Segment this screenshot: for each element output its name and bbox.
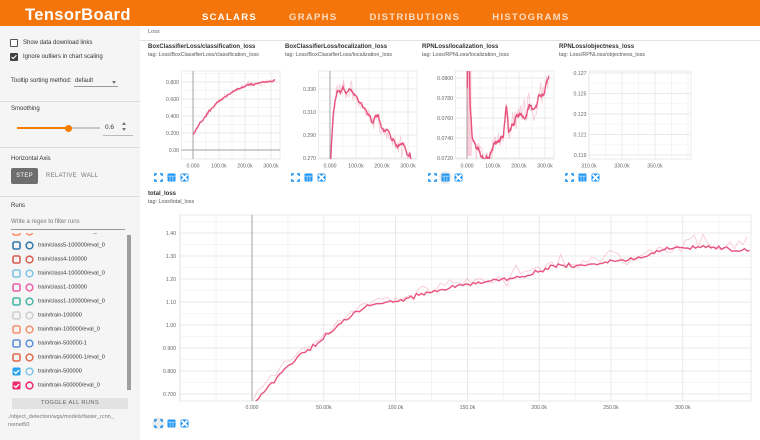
svg-text:0.121: 0.121 bbox=[574, 132, 587, 138]
svg-text:300.0k: 300.0k bbox=[675, 405, 691, 411]
svg-text:0.000: 0.000 bbox=[324, 164, 337, 170]
svg-text:0.000: 0.000 bbox=[187, 164, 200, 170]
svg-text:200.0k: 200.0k bbox=[374, 164, 390, 170]
svg-text:0.800: 0.800 bbox=[163, 369, 176, 375]
svg-text:300.0k: 300.0k bbox=[537, 164, 553, 170]
svg-text:0.0740: 0.0740 bbox=[437, 136, 453, 142]
svg-text:0.127: 0.127 bbox=[574, 71, 587, 77]
svg-text:300.0k: 300.0k bbox=[263, 164, 279, 170]
svg-text:150.0k: 150.0k bbox=[460, 405, 476, 411]
svg-text:0.800: 0.800 bbox=[166, 80, 179, 86]
svg-text:0.310: 0.310 bbox=[303, 110, 316, 116]
svg-text:1.30: 1.30 bbox=[166, 254, 176, 260]
svg-text:200.0k: 200.0k bbox=[531, 405, 547, 411]
svg-text:0.270: 0.270 bbox=[303, 156, 316, 162]
svg-text:200.0k: 200.0k bbox=[237, 164, 253, 170]
svg-text:50.00k: 50.00k bbox=[316, 405, 332, 411]
svg-text:0.700: 0.700 bbox=[163, 392, 176, 398]
svg-text:0.123: 0.123 bbox=[574, 112, 587, 118]
svg-text:0.900: 0.900 bbox=[163, 346, 176, 352]
svg-text:0.125: 0.125 bbox=[574, 91, 587, 97]
svg-text:310.0k: 310.0k bbox=[581, 164, 597, 170]
svg-text:0.00: 0.00 bbox=[169, 148, 179, 154]
svg-text:100.0k: 100.0k bbox=[485, 164, 501, 170]
svg-text:0.119: 0.119 bbox=[574, 153, 587, 159]
svg-text:1.20: 1.20 bbox=[166, 277, 176, 283]
svg-text:0.000: 0.000 bbox=[246, 405, 259, 411]
svg-text:1.40: 1.40 bbox=[166, 231, 176, 237]
svg-text:0.0780: 0.0780 bbox=[437, 96, 453, 102]
svg-text:330.0k: 330.0k bbox=[614, 164, 630, 170]
svg-text:200.0k: 200.0k bbox=[511, 164, 527, 170]
svg-text:0.400: 0.400 bbox=[166, 114, 179, 120]
svg-text:0.0800: 0.0800 bbox=[437, 76, 453, 82]
svg-text:0.330: 0.330 bbox=[303, 87, 316, 93]
svg-text:0.000: 0.000 bbox=[461, 164, 474, 170]
svg-text:1.00: 1.00 bbox=[166, 323, 176, 329]
svg-text:100.0k: 100.0k bbox=[388, 405, 404, 411]
svg-text:1.10: 1.10 bbox=[166, 300, 176, 306]
svg-text:100.0k: 100.0k bbox=[211, 164, 227, 170]
svg-text:300.0k: 300.0k bbox=[400, 164, 416, 170]
svg-text:0.0760: 0.0760 bbox=[437, 116, 453, 122]
svg-text:250.0k: 250.0k bbox=[603, 405, 619, 411]
svg-text:0.200: 0.200 bbox=[166, 131, 179, 137]
svg-text:0.0720: 0.0720 bbox=[437, 156, 453, 162]
svg-text:0.600: 0.600 bbox=[166, 97, 179, 103]
svg-text:350.0k: 350.0k bbox=[647, 164, 663, 170]
svg-text:0.290: 0.290 bbox=[303, 133, 316, 139]
svg-text:100.0k: 100.0k bbox=[348, 164, 364, 170]
